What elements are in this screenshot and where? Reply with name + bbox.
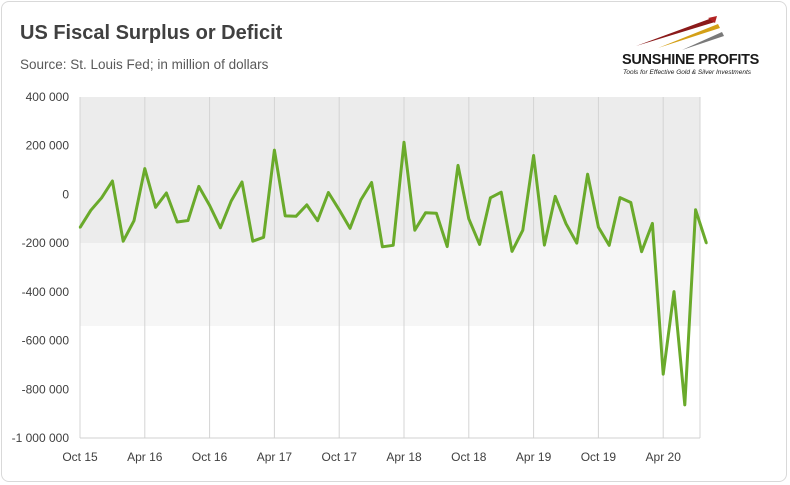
data-point	[392, 244, 395, 247]
data-point	[251, 239, 254, 243]
data-point	[294, 215, 298, 218]
data-point	[154, 206, 157, 209]
data-point	[586, 173, 589, 176]
logo-tagline: Tools for Effective Gold & Silver Invest…	[623, 69, 752, 76]
data-point	[111, 179, 114, 183]
data-point	[186, 219, 190, 222]
data-point	[662, 372, 665, 376]
data-point	[510, 250, 514, 253]
data-point	[651, 222, 654, 225]
data-point	[608, 244, 611, 247]
y-tick-label: -600 000	[22, 334, 70, 348]
x-tick-label: Oct 19	[581, 450, 617, 464]
series-group	[78, 140, 708, 407]
data-point	[338, 208, 341, 211]
data-point	[262, 236, 265, 239]
data-point	[197, 185, 200, 188]
y-tick-label: -400 000	[22, 285, 70, 299]
y-tick-label: 200 000	[26, 139, 70, 153]
chart-subtitle: Source: St. Louis Fed; in million of dol…	[20, 57, 269, 72]
data-point	[359, 198, 362, 202]
x-tick-label: Apr 17	[257, 450, 293, 464]
data-point	[672, 290, 676, 293]
data-point	[176, 220, 179, 224]
data-point	[240, 180, 244, 184]
x-tick-label: Oct 16	[192, 450, 228, 464]
data-point	[122, 239, 125, 243]
x-tick-label: Oct 17	[322, 450, 358, 464]
data-point	[100, 196, 103, 200]
band-lower	[80, 243, 700, 326]
data-point	[618, 196, 622, 199]
data-point	[694, 208, 697, 211]
y-tick-label: -200 000	[22, 236, 70, 250]
data-point	[273, 148, 276, 152]
x-tick-label: Oct 15	[62, 450, 98, 464]
data-point	[165, 191, 168, 195]
data-point	[284, 214, 287, 218]
y-tick-label: 400 000	[26, 90, 70, 104]
data-point	[640, 250, 643, 253]
data-point	[316, 219, 319, 222]
data-point	[705, 241, 708, 245]
data-point	[348, 227, 352, 230]
y-axis: 400 000 200 000 0 -200 000 -400 000 -600 000 -…	[12, 90, 70, 445]
sunshine-profits-logo: SUNSHINE PROFITS Tools for Effective Gol…	[618, 12, 778, 82]
data-point	[629, 201, 632, 204]
logo-name: SUNSHINE PROFITS	[622, 52, 759, 68]
data-point	[413, 229, 416, 232]
data-point	[575, 241, 578, 245]
data-point	[435, 211, 438, 215]
data-point	[456, 164, 460, 167]
data-point	[489, 196, 492, 200]
data-point	[78, 226, 82, 229]
data-point	[683, 403, 686, 407]
x-tick-label: Apr 18	[386, 450, 422, 464]
data-point	[230, 199, 233, 203]
x-tick-label: Oct 18	[451, 450, 487, 464]
data-point	[446, 245, 449, 248]
data-point	[132, 219, 136, 222]
data-point	[467, 217, 470, 220]
x-tick-label: Apr 20	[646, 450, 682, 464]
x-tick-label: Apr 19	[516, 450, 552, 464]
y-tick-label: 0	[62, 187, 69, 201]
data-point	[597, 225, 600, 229]
data-point	[543, 243, 546, 247]
data-point	[219, 226, 222, 229]
band-upper	[80, 97, 700, 244]
y-tick-label: -800 000	[22, 382, 70, 396]
data-point	[370, 181, 373, 184]
data-point	[521, 229, 524, 232]
data-point	[424, 211, 427, 214]
data-point	[305, 203, 308, 207]
x-axis: Oct 15 Apr 16 Oct 16 Apr 17 Oct 17 Apr 18 Oct …	[62, 437, 700, 464]
data-point	[532, 154, 535, 157]
data-point	[89, 209, 93, 212]
data-point	[327, 191, 330, 194]
x-tick-label: Apr 16	[127, 450, 163, 464]
data-point	[402, 141, 406, 144]
data-point	[478, 243, 481, 246]
data-point	[500, 191, 503, 194]
logo-rays-icon	[636, 16, 724, 50]
data-point	[381, 245, 384, 248]
data-point	[554, 195, 557, 198]
data-point	[143, 167, 146, 170]
chart-title: US Fiscal Surplus or Deficit	[20, 22, 283, 44]
data-point	[208, 204, 211, 207]
y-tick-label: -1 000 000	[12, 431, 70, 445]
data-point	[564, 222, 568, 225]
